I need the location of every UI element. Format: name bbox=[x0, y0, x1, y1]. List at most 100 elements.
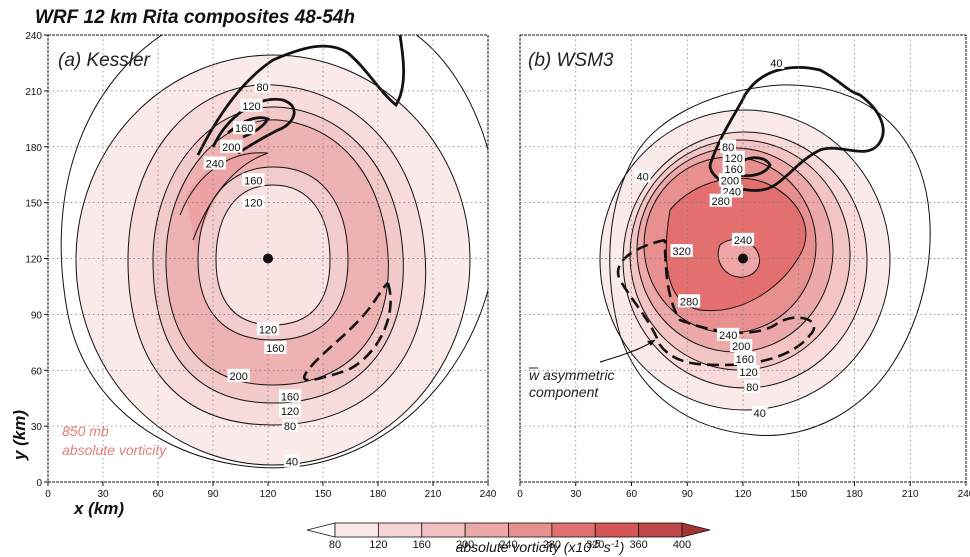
contour-label: 200 bbox=[229, 371, 247, 383]
x-tick-label: 90 bbox=[682, 489, 694, 500]
contour-label-bg bbox=[283, 454, 300, 468]
contour-label-bg bbox=[733, 352, 756, 366]
panel-b: 4040801201602002402802403202802402001601… bbox=[517, 34, 970, 500]
colorbar-segment bbox=[334, 522, 379, 538]
contour-label-bg bbox=[220, 139, 243, 153]
x-tick-label: 120 bbox=[735, 489, 752, 500]
x-tick-label: 210 bbox=[902, 489, 919, 500]
x-tick-label: 240 bbox=[480, 489, 497, 500]
colorbar-tick-label: 320 bbox=[586, 539, 604, 551]
y-tick-label: 240 bbox=[25, 31, 42, 42]
contour-label-bg bbox=[744, 380, 761, 394]
x-tick-label: 0 bbox=[517, 489, 523, 500]
contour-label: 200 bbox=[732, 341, 750, 353]
colorbar-tick-label: 360 bbox=[629, 539, 647, 551]
contour-label-bg bbox=[751, 406, 768, 420]
contour-label: 160 bbox=[281, 391, 299, 403]
panel-b-w-dashed bbox=[616, 238, 816, 367]
x-tick-label: 150 bbox=[790, 489, 807, 500]
x-tick-label: 60 bbox=[626, 489, 638, 500]
panel-b-center-marker bbox=[738, 253, 748, 264]
colorbar-segment bbox=[638, 522, 683, 538]
x-tick-label: 180 bbox=[846, 489, 863, 500]
colorbar-segment bbox=[551, 522, 596, 538]
x-tick-label: 0 bbox=[45, 489, 51, 500]
contour-label-bg bbox=[278, 389, 302, 403]
contour-label-bg bbox=[233, 121, 256, 135]
contour-label: 240 bbox=[206, 159, 224, 171]
panel-a-ticks: 0 30 60 90 120 150 180 210 240 0 30 60 90 120 150 180 21… bbox=[25, 31, 496, 500]
panel-a: 801201602002401601201201602001601208040 … bbox=[25, 31, 496, 500]
contour-label-bg bbox=[670, 244, 693, 258]
panel-a-fill bbox=[76, 55, 470, 465]
contour-label-bg bbox=[720, 139, 737, 153]
x-tick-label: 90 bbox=[207, 489, 219, 500]
contour-label: 40 bbox=[286, 457, 298, 469]
panel-a-annotation-line2: absolute vorticity bbox=[62, 442, 167, 458]
y-tick-label: 180 bbox=[25, 143, 42, 154]
y-tick-label: 60 bbox=[31, 366, 43, 377]
x-tick-label: 210 bbox=[425, 489, 442, 500]
contour-label-bg bbox=[731, 232, 755, 246]
panel-b-annotation-line2: component bbox=[529, 384, 599, 400]
contour-label: 280 bbox=[712, 196, 730, 208]
contour-label: 120 bbox=[259, 324, 277, 336]
colorbar-tick-label: 120 bbox=[369, 539, 387, 551]
contour-label-bg bbox=[282, 419, 298, 433]
figure-title: WRF 12 km Rita composites 48-54h bbox=[35, 7, 355, 28]
contour-label: 200 bbox=[222, 142, 240, 154]
colorbar-segment bbox=[508, 522, 553, 538]
panel-a-grid bbox=[48, 35, 488, 482]
contour-label-bg bbox=[722, 162, 745, 176]
x-axis-label: x (km) bbox=[73, 499, 124, 518]
contour-label-bg bbox=[678, 294, 701, 308]
contour-label-bg bbox=[634, 169, 651, 183]
contour-label: 240 bbox=[734, 235, 752, 247]
colorbar-tick-label: 80 bbox=[329, 539, 341, 551]
contour-label-bg bbox=[709, 193, 732, 207]
panel-b-contour-labels: 4040801201602002402802403202802402001601… bbox=[634, 55, 785, 420]
x-tick-label: 180 bbox=[370, 489, 387, 500]
contour-label: 40 bbox=[770, 58, 782, 70]
contour-label-bg bbox=[242, 173, 265, 187]
panel-b-label: (b) WSM3 bbox=[528, 50, 614, 71]
contour-label: 120 bbox=[281, 406, 299, 418]
x-tick-label: 150 bbox=[315, 489, 332, 500]
panel-a-contour-labels: 80 120 160 200 240 160 120 120 160 200 160 120 80 40 bbox=[203, 80, 302, 469]
x-tick-label: 240 bbox=[958, 489, 970, 500]
contour-label: 160 bbox=[736, 354, 754, 366]
y-tick-label: 0 bbox=[36, 478, 42, 489]
contour-label: 120 bbox=[739, 367, 757, 379]
contour-label: 40 bbox=[637, 172, 649, 184]
contour-label: 120 bbox=[242, 101, 260, 113]
colorbar-max-arrow bbox=[681, 522, 711, 538]
y-tick-label: 150 bbox=[25, 199, 42, 210]
contour-label-bg bbox=[722, 150, 745, 164]
y-tick-label: 90 bbox=[31, 310, 43, 321]
x-tick-label: 30 bbox=[570, 489, 582, 500]
contour-label: 80 bbox=[746, 382, 758, 394]
contour-label-bg bbox=[730, 339, 753, 353]
contour-label: 160 bbox=[725, 164, 743, 176]
colorbar-tick-label: 400 bbox=[673, 539, 691, 551]
contour-label-bg bbox=[256, 322, 280, 336]
colorbar-tick-label: 200 bbox=[456, 539, 474, 551]
colorbar-tick-label: 160 bbox=[413, 539, 431, 551]
contour-label-bg bbox=[227, 368, 250, 382]
contour-label-bg bbox=[717, 327, 740, 341]
contour-label: 320 bbox=[672, 246, 690, 258]
x-tick-label: 60 bbox=[152, 489, 164, 500]
contour-label-bg bbox=[264, 340, 287, 354]
contour-label: 160 bbox=[266, 343, 284, 355]
panel-a-w-dashed bbox=[303, 281, 392, 382]
colorbar-tick-label: 240 bbox=[499, 539, 517, 551]
panel-b-ticks: 0 30 60 90 120 150 180 210 240 bbox=[517, 482, 970, 500]
contour-label: 200 bbox=[721, 175, 739, 187]
colorbar-segment bbox=[377, 522, 423, 538]
contour-label: 80 bbox=[256, 82, 268, 94]
contour-label-bg bbox=[240, 98, 263, 112]
colorbar-segment bbox=[421, 522, 466, 538]
contour-label: 240 bbox=[719, 330, 737, 342]
y-tick-label: 30 bbox=[31, 422, 43, 433]
